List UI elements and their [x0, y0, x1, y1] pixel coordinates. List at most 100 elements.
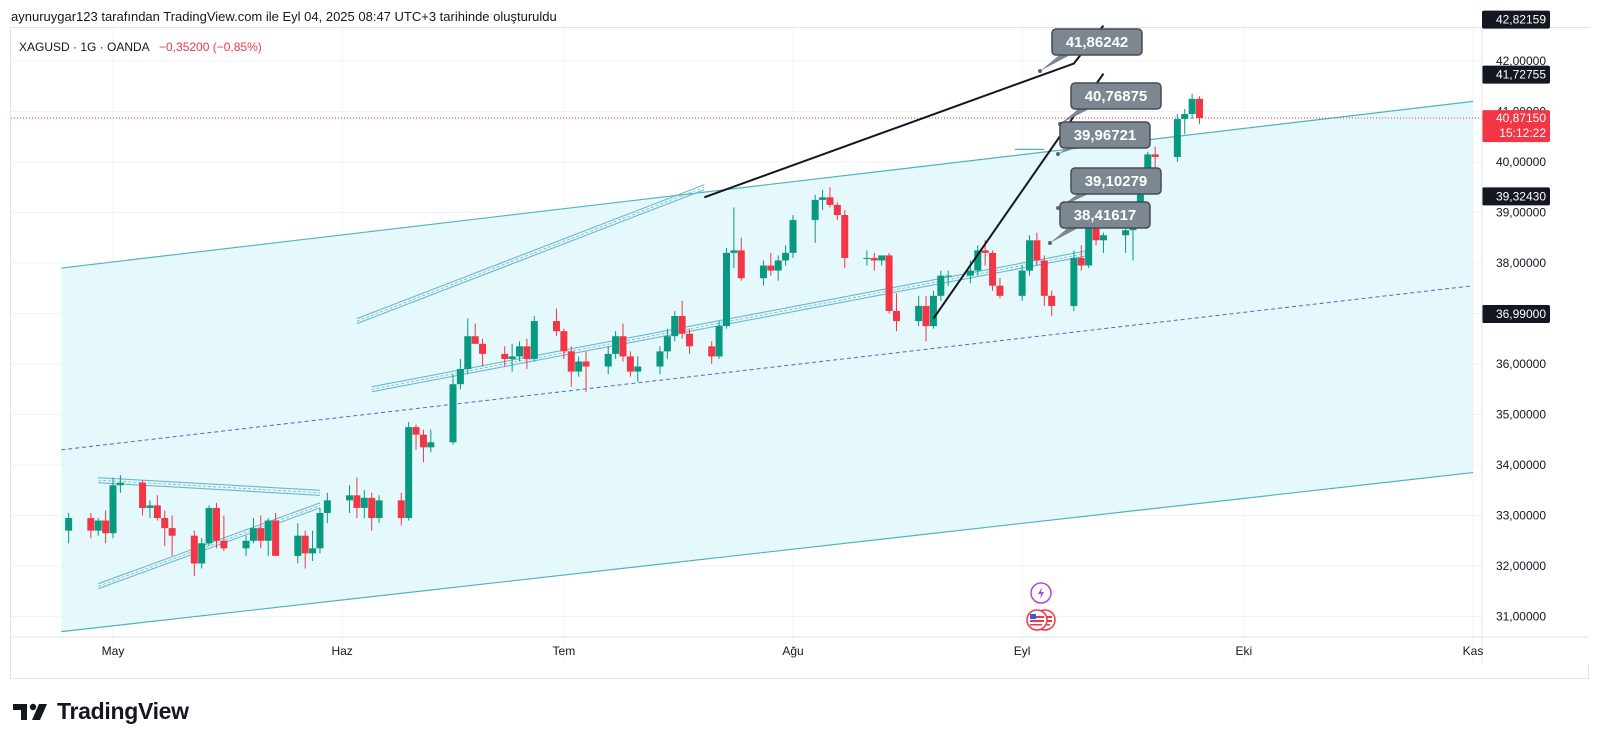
callout-box [1051, 28, 1143, 56]
callout-label: 39,10279 [1085, 173, 1148, 190]
candle [619, 323, 627, 362]
candle-body [161, 518, 169, 529]
candle-body [139, 482, 147, 508]
candle [1040, 255, 1048, 306]
candle-body [1173, 119, 1181, 157]
candle-body [301, 535, 309, 554]
candle-body [346, 495, 354, 501]
candle [759, 260, 767, 286]
candle [841, 209, 849, 269]
channel-upper-line [61, 100, 1474, 269]
price-scale-label: 41,72755 [1482, 65, 1550, 84]
price-callout[interactable]: 41,86242 [1038, 28, 1143, 73]
price-tick-label: 33,00000 [1496, 509, 1546, 523]
candle-body [116, 482, 124, 486]
candle-body [479, 343, 487, 354]
candle-body [966, 270, 974, 276]
candle [582, 351, 590, 392]
price-label-badge [1482, 10, 1550, 29]
candle [360, 490, 368, 519]
candle [656, 346, 664, 375]
pattern-line-lower-edge [98, 482, 320, 496]
time-tick-label: Ağu [782, 644, 803, 658]
chart-canvas[interactable]: 41,86242 40,76875 39,96721 39,10279 38,41617… [0, 0, 1600, 690]
candle [1188, 93, 1196, 120]
candle [819, 189, 827, 210]
price-callout[interactable]: 39,96721 [1056, 121, 1151, 156]
candle-body [552, 321, 560, 332]
candle [257, 515, 265, 549]
candle-body [634, 366, 642, 372]
time-tick-label: May [102, 644, 125, 658]
candle [708, 341, 716, 364]
candle [153, 495, 161, 521]
channel-lower-line [61, 471, 1474, 633]
candle-body [715, 326, 723, 357]
candle [87, 512, 95, 539]
pattern-line-lower-edge [371, 254, 1089, 393]
price-tick-label: 39,00000 [1496, 206, 1546, 220]
candle-body [870, 257, 878, 261]
candle [678, 300, 686, 339]
candle-body [774, 260, 782, 271]
candle-body [678, 316, 686, 334]
candle-body [508, 356, 516, 359]
candle [94, 518, 102, 536]
candle-body [249, 528, 257, 541]
candle [471, 323, 479, 344]
candle-body [368, 497, 376, 519]
price-callout[interactable]: 39,10279 [1056, 167, 1162, 210]
candle [996, 278, 1004, 299]
candle-body [516, 346, 524, 357]
candle-body [1181, 114, 1189, 120]
candle-body [523, 346, 531, 359]
candle-body [309, 548, 317, 554]
candle [198, 538, 206, 569]
candle-body [220, 540, 228, 549]
countdown-label: 15:12:22 [1499, 126, 1546, 140]
candle [863, 250, 871, 266]
candle-body [612, 336, 620, 354]
price-scale-label: 39,32430 [1482, 187, 1550, 206]
candle [464, 318, 472, 375]
callout-label: 39,96721 [1074, 127, 1137, 144]
candle-body [663, 336, 671, 352]
candle [1026, 235, 1034, 276]
candle [316, 507, 324, 554]
candle [109, 477, 117, 539]
candle [249, 518, 257, 544]
price-axis: 31,00000 32,00000 33,00000 34,00000 35,00000… [1482, 10, 1589, 664]
candle [686, 328, 694, 354]
candle [722, 247, 730, 329]
time-tick-label: Haz [331, 644, 352, 658]
candle-body [937, 275, 945, 296]
candle [102, 510, 110, 544]
time-axis: May Haz Tem Ağu Eyl Eki Kas [10, 28, 1589, 664]
dividend-event-icon[interactable] [1030, 582, 1052, 604]
candle-body [1085, 225, 1093, 266]
us-flag-economic-event-icon[interactable] [1026, 609, 1048, 631]
callout-pointer [1050, 226, 1082, 243]
candle [346, 485, 354, 513]
candle-body [863, 257, 871, 259]
brand[interactable]: TradingView [13, 698, 189, 725]
price-label-badge [1482, 187, 1550, 206]
callout-label: 38,41617 [1074, 207, 1137, 224]
price-callout[interactable]: 40,76875 [1058, 82, 1162, 126]
candle [989, 250, 997, 291]
candle-body [619, 336, 627, 357]
candle-body [1092, 225, 1100, 241]
candle-body [102, 520, 110, 534]
candle-body [272, 520, 280, 556]
price-tick-label: 36,00000 [1496, 357, 1546, 371]
price-callout[interactable]: 38,41617 [1048, 201, 1151, 245]
candle-body [789, 220, 797, 253]
candle [870, 252, 878, 271]
candle [397, 492, 405, 526]
current-price-label: 40,87150 [1496, 111, 1546, 125]
candle [516, 341, 524, 362]
candle-body [264, 520, 272, 541]
pattern-line-upper-edge [98, 477, 320, 491]
candle [1033, 232, 1041, 266]
